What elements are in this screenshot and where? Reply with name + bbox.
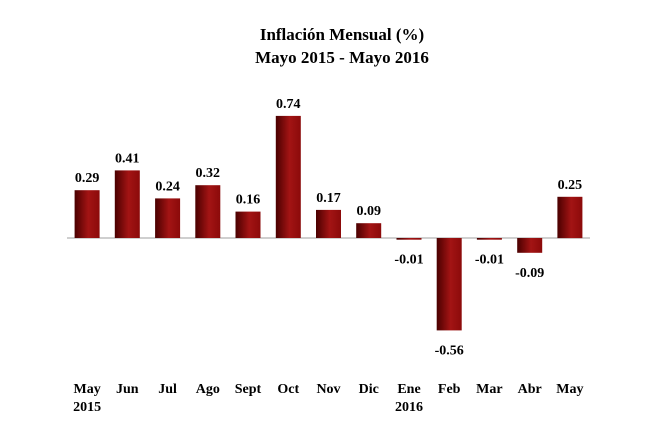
bar-0 xyxy=(74,190,100,238)
category-label-0: May xyxy=(73,382,100,397)
category-sublabel-0: 2015 xyxy=(73,400,101,415)
bar-5 xyxy=(275,115,301,238)
category-label-2: Jul xyxy=(158,382,177,397)
value-label-4: 0.16 xyxy=(236,193,261,208)
chart-title: Inflación Mensual (%) xyxy=(260,25,424,44)
category-label-8: Ene xyxy=(397,382,420,397)
value-label-9: -0.56 xyxy=(435,343,464,358)
bar-12 xyxy=(557,196,583,239)
category-label-6: Nov xyxy=(316,382,340,397)
value-label-0: 0.29 xyxy=(75,171,100,186)
category-label-4: Sept xyxy=(235,382,262,397)
bar-11 xyxy=(517,238,543,253)
category-sublabel-8: 2016 xyxy=(395,400,423,415)
bar-9 xyxy=(436,238,462,331)
bar-3 xyxy=(195,185,221,238)
value-label-7: 0.09 xyxy=(356,204,381,219)
value-label-2: 0.24 xyxy=(155,179,180,194)
bar-1 xyxy=(114,170,140,238)
category-label-3: Ago xyxy=(196,382,220,397)
category-label-1: Jun xyxy=(116,382,139,397)
value-label-11: -0.09 xyxy=(515,266,544,281)
category-label-10: Mar xyxy=(476,382,502,397)
category-label-9: Feb xyxy=(438,382,461,397)
value-label-1: 0.41 xyxy=(115,151,140,166)
chart-subtitle: Mayo 2015 - Mayo 2016 xyxy=(255,48,429,67)
value-labels-group: 0.29 0.41 0.24 0.32 0.16 0.74 0.17 0.09 -0.01 -0.… xyxy=(75,97,583,358)
bar-2 xyxy=(155,198,181,238)
bar-6 xyxy=(316,209,341,238)
value-label-6: 0.17 xyxy=(316,191,341,206)
category-labels-group: May 2015 Jun Jul Ago Sept Oct Nov Dic Ene 2016 Feb M… xyxy=(73,382,583,415)
value-label-3: 0.32 xyxy=(196,166,221,181)
value-label-12: 0.25 xyxy=(558,178,583,193)
category-label-12: May xyxy=(556,382,583,397)
category-label-5: Oct xyxy=(277,382,299,397)
bars-group xyxy=(74,115,583,331)
bar-4 xyxy=(235,211,261,238)
value-label-5: 0.74 xyxy=(276,97,301,112)
category-label-11: Abr xyxy=(518,382,542,397)
bar-8 xyxy=(396,238,422,240)
value-label-10: -0.01 xyxy=(475,253,504,268)
bar-10 xyxy=(476,238,502,240)
value-label-8: -0.01 xyxy=(394,253,423,268)
category-label-7: Dic xyxy=(359,382,379,397)
bar-7 xyxy=(356,223,382,238)
